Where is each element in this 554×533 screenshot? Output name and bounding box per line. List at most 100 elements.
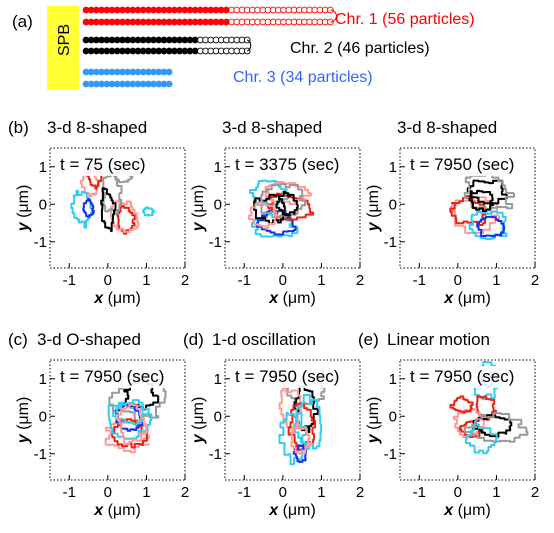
chromosome-3-row: [82, 80, 173, 88]
x-tick-label: -1: [413, 272, 426, 289]
chr1-label: Chr. 1 (56 particles): [335, 11, 475, 28]
spb-label: SPB: [56, 24, 73, 56]
plot-panel: (d) 1-d oscillation t = 7950 (sec) -1 0 1 2 1 0 -…: [183, 330, 364, 519]
trajectory-blue: [476, 215, 505, 238]
trajectory-cyan: [142, 206, 155, 217]
x-tick-label: 1: [142, 272, 150, 289]
chain-loop: [246, 39, 252, 52]
panel-label: (c): [8, 330, 28, 349]
trajectories: [449, 173, 515, 240]
panel-title: 1-d oscillation: [212, 330, 316, 349]
plot-panel: (b) 3-d 8-shaped t = 75 (sec) -1 0 1 2 1 0 -1 x (μ…: [8, 118, 189, 307]
x-tick-label: 1: [317, 272, 325, 289]
chromosome-chains: [82, 6, 337, 88]
x-tick-label: 2: [181, 484, 189, 501]
trajectory-pink: [248, 201, 277, 230]
x-tick-label: 2: [531, 272, 539, 289]
y-axis-label: y (μm): [15, 185, 32, 233]
x-tick-label: 0: [454, 484, 462, 501]
x-tick-label: 0: [104, 484, 112, 501]
trajectories: [70, 162, 155, 235]
x-tick-label: 2: [531, 484, 539, 501]
panel-title: 3-d 8-shaped: [222, 118, 322, 137]
panel-label: (b): [8, 118, 29, 137]
chromosome-1-row: [82, 18, 334, 26]
x-tick-label: 1: [492, 484, 500, 501]
y-axis-label: y (μm): [15, 397, 32, 445]
x-tick-label: -1: [238, 484, 251, 501]
trajectories: [248, 179, 315, 238]
panel-title: 3-d 8-shaped: [397, 118, 497, 137]
y-tick-label: 0: [39, 196, 47, 213]
trajectory-blue: [82, 198, 95, 218]
trajectory-gray: [463, 412, 529, 443]
y-tick-label: 0: [214, 408, 222, 425]
plot-panel: 3-d 8-shaped t = 7950 (sec) -1 0 1 2 1 0 -1 x (μm…: [365, 118, 539, 307]
x-tick-label: -1: [63, 272, 76, 289]
time-backdrop: [54, 366, 180, 388]
trajectory-black: [466, 179, 508, 205]
particle-filled: [165, 68, 173, 76]
plot-frame: [399, 359, 536, 481]
time-label: t = 7950 (sec): [235, 367, 339, 386]
y-tick-label: -1: [209, 446, 222, 463]
y-tick-label: 1: [389, 159, 397, 176]
y-tick-label: -1: [34, 234, 47, 251]
x-tick-label: 0: [279, 484, 287, 501]
x-tick-label: 0: [104, 272, 112, 289]
trajectories: [278, 376, 326, 466]
time-label: t = 3375 (sec): [235, 155, 339, 174]
chromosome-3-row: [82, 68, 173, 76]
y-tick-label: 0: [389, 408, 397, 425]
panel-a: (a) SPB Chr. 1 (56 particles) Chr. 2 (46…: [12, 6, 475, 90]
time-label: t = 75 (sec): [60, 155, 146, 174]
y-tick-label: 1: [39, 371, 47, 388]
plot-frame: [49, 359, 186, 481]
y-axis-label: y (μm): [365, 185, 382, 233]
panel-title: 3-d 8-shaped: [47, 118, 147, 137]
trajectory-red: [449, 195, 487, 226]
trajectory-cyan: [112, 399, 150, 426]
y-tick-label: -1: [209, 234, 222, 251]
x-tick-label: -1: [238, 272, 251, 289]
y-tick-label: 1: [39, 159, 47, 176]
panel-label: (d): [183, 330, 204, 349]
y-tick-label: 1: [214, 159, 222, 176]
panel-label: (e): [358, 330, 379, 349]
time-backdrop: [404, 154, 530, 176]
plot-panel: 3-d 8-shaped t = 3375 (sec) -1 0 1 2 1 0 -1 x (μm…: [190, 118, 364, 307]
x-axis-label: x (μm): [93, 502, 141, 519]
y-tick-label: 1: [389, 371, 397, 388]
x-tick-label: 1: [492, 272, 500, 289]
x-tick-label: 1: [142, 484, 150, 501]
y-tick-label: -1: [34, 446, 47, 463]
x-axis-label: x (μm): [93, 290, 141, 307]
trajectories: [449, 361, 529, 455]
x-tick-label: -1: [63, 484, 76, 501]
time-backdrop: [229, 154, 355, 176]
x-tick-label: 2: [356, 484, 364, 501]
y-axis-label: y (μm): [190, 397, 207, 445]
panel-title: 3-d O-shaped: [37, 330, 141, 349]
trajectory-red: [449, 395, 474, 414]
particle-filled: [165, 80, 173, 88]
x-tick-label: 2: [356, 272, 364, 289]
y-tick-label: 1: [214, 371, 222, 388]
plot-frame: [49, 147, 186, 269]
time-backdrop: [404, 366, 530, 388]
chromosome-2-row: [82, 47, 251, 55]
plot-frame: [224, 147, 361, 269]
panel-title: Linear motion: [387, 330, 490, 349]
y-axis-label: y (μm): [365, 397, 382, 445]
trajectory-pink: [116, 403, 148, 446]
trajectory-blue: [292, 444, 308, 463]
chr3-label: Chr. 3 (34 particles): [233, 69, 373, 86]
y-tick-label: 0: [389, 196, 397, 213]
time-label: t = 7950 (sec): [60, 367, 164, 386]
trajectory-cyan: [70, 189, 94, 229]
trajectory-pink: [109, 200, 140, 233]
time-label: t = 7950 (sec): [410, 155, 514, 174]
trajectory-black: [468, 189, 494, 212]
x-tick-label: 0: [454, 272, 462, 289]
